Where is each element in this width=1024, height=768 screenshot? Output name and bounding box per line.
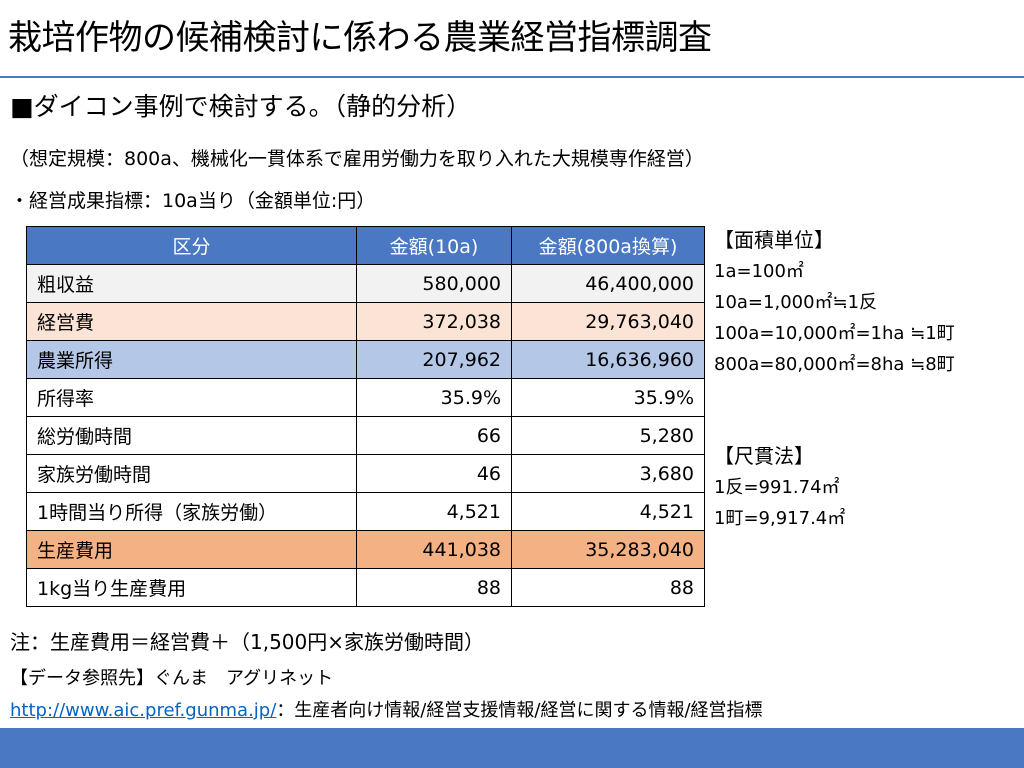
section-subtitle: ■ダイコン事例で検討する。（静的分析） <box>10 92 472 121</box>
source-url-line: http://www.aic.pref.gunma.jp/：生産者向け情報/経営… <box>10 698 763 724</box>
value-10a: 66 <box>356 416 512 455</box>
header-category: 区分 <box>26 226 357 265</box>
area-units-heading: 【面積単位】 <box>714 228 834 252</box>
header-amount-800a: 金額(800a換算) <box>511 226 705 265</box>
value-10a: 46 <box>356 454 512 493</box>
table-row-farm-income: 農業所得 207,962 16,636,960 <box>26 340 705 379</box>
value-10a: 207,962 <box>356 340 512 379</box>
metric-line: ・経営成果指標：10a当り（金額単位:円） <box>10 190 376 212</box>
table-row-gross-revenue: 粗収益 580,000 46,400,000 <box>26 264 705 303</box>
footer-bar <box>0 728 1024 768</box>
table-row-total-labor-hours: 総労働時間 66 5,280 <box>26 416 705 455</box>
value-800a: 4,521 <box>511 492 705 531</box>
table-row-income-per-hour: 1時間当り所得（家族労働） 4,521 4,521 <box>26 492 705 531</box>
row-label: 生産費用 <box>26 530 357 569</box>
source-path: ：生産者向け情報/経営支援情報/経営に関する情報/経営指標 <box>276 700 763 721</box>
source-link[interactable]: http://www.aic.pref.gunma.jp/ <box>10 700 277 721</box>
footnote: 注：生産費用＝経営費＋（1,500円×家族労働時間） <box>10 630 485 654</box>
area-unit-line: 10a=1,000㎡≒1反 <box>714 292 878 313</box>
table-header-row: 区分 金額(10a) 金額(800a換算) <box>26 226 705 265</box>
value-10a: 372,038 <box>356 302 512 341</box>
assumption-text: （想定規模：800a、機械化一貫体系で雇用労働力を取り入れた大規模専作経営） <box>10 148 704 170</box>
area-unit-line: 800a=80,000㎡=8ha ≒8町 <box>714 354 955 375</box>
area-unit-line: 100a=10,000㎡=1ha ≒1町 <box>714 323 955 344</box>
shakkan-panel: 【尺貫法】 1反=991.74㎡ 1町=9,917.4㎡ <box>714 440 845 534</box>
row-label: 経営費 <box>26 302 357 341</box>
table-row-family-labor-hours: 家族労働時間 46 3,680 <box>26 454 705 493</box>
page-title: 栽培作物の候補検討に係わる農業経営指標調査 <box>8 18 712 58</box>
table-row-operating-cost: 経営費 372,038 29,763,040 <box>26 302 705 341</box>
row-label: 1kg当り生産費用 <box>26 568 357 607</box>
shakkan-line: 1町=9,917.4㎡ <box>714 508 846 529</box>
table-row-cost-per-kg: 1kg当り生産費用 88 88 <box>26 568 705 607</box>
value-10a: 580,000 <box>356 264 512 303</box>
row-label: 農業所得 <box>26 340 357 379</box>
value-800a: 3,680 <box>511 454 705 493</box>
data-source: 【データ参照先】ぐんま アグリネット <box>10 668 334 689</box>
row-label: 所得率 <box>26 378 357 417</box>
row-label: 家族労働時間 <box>26 454 357 493</box>
value-10a: 88 <box>356 568 512 607</box>
value-800a: 88 <box>511 568 705 607</box>
value-800a: 5,280 <box>511 416 705 455</box>
shakkan-line: 1反=991.74㎡ <box>714 477 840 498</box>
value-800a: 35,283,040 <box>511 530 705 569</box>
area-units-panel: 【面積単位】 1a=100㎡ 10a=1,000㎡≒1反 100a=10,000… <box>714 224 955 380</box>
value-10a: 4,521 <box>356 492 512 531</box>
row-label: 1時間当り所得（家族労働） <box>26 492 357 531</box>
value-800a: 35.9% <box>511 378 705 417</box>
header-amount-10a: 金額(10a) <box>356 226 512 265</box>
value-800a: 29,763,040 <box>511 302 705 341</box>
value-10a: 441,038 <box>356 530 512 569</box>
shakkan-heading: 【尺貫法】 <box>714 444 814 468</box>
value-10a: 35.9% <box>356 378 512 417</box>
table-row-income-rate: 所得率 35.9% 35.9% <box>26 378 705 417</box>
area-unit-line: 1a=100㎡ <box>714 261 804 282</box>
management-indicator-table: 区分 金額(10a) 金額(800a換算) 粗収益 580,000 46,400… <box>26 226 705 607</box>
title-divider <box>0 76 1024 78</box>
value-800a: 16,636,960 <box>511 340 705 379</box>
table-row-production-cost: 生産費用 441,038 35,283,040 <box>26 530 705 569</box>
row-label: 総労働時間 <box>26 416 357 455</box>
value-800a: 46,400,000 <box>511 264 705 303</box>
row-label: 粗収益 <box>26 264 357 303</box>
